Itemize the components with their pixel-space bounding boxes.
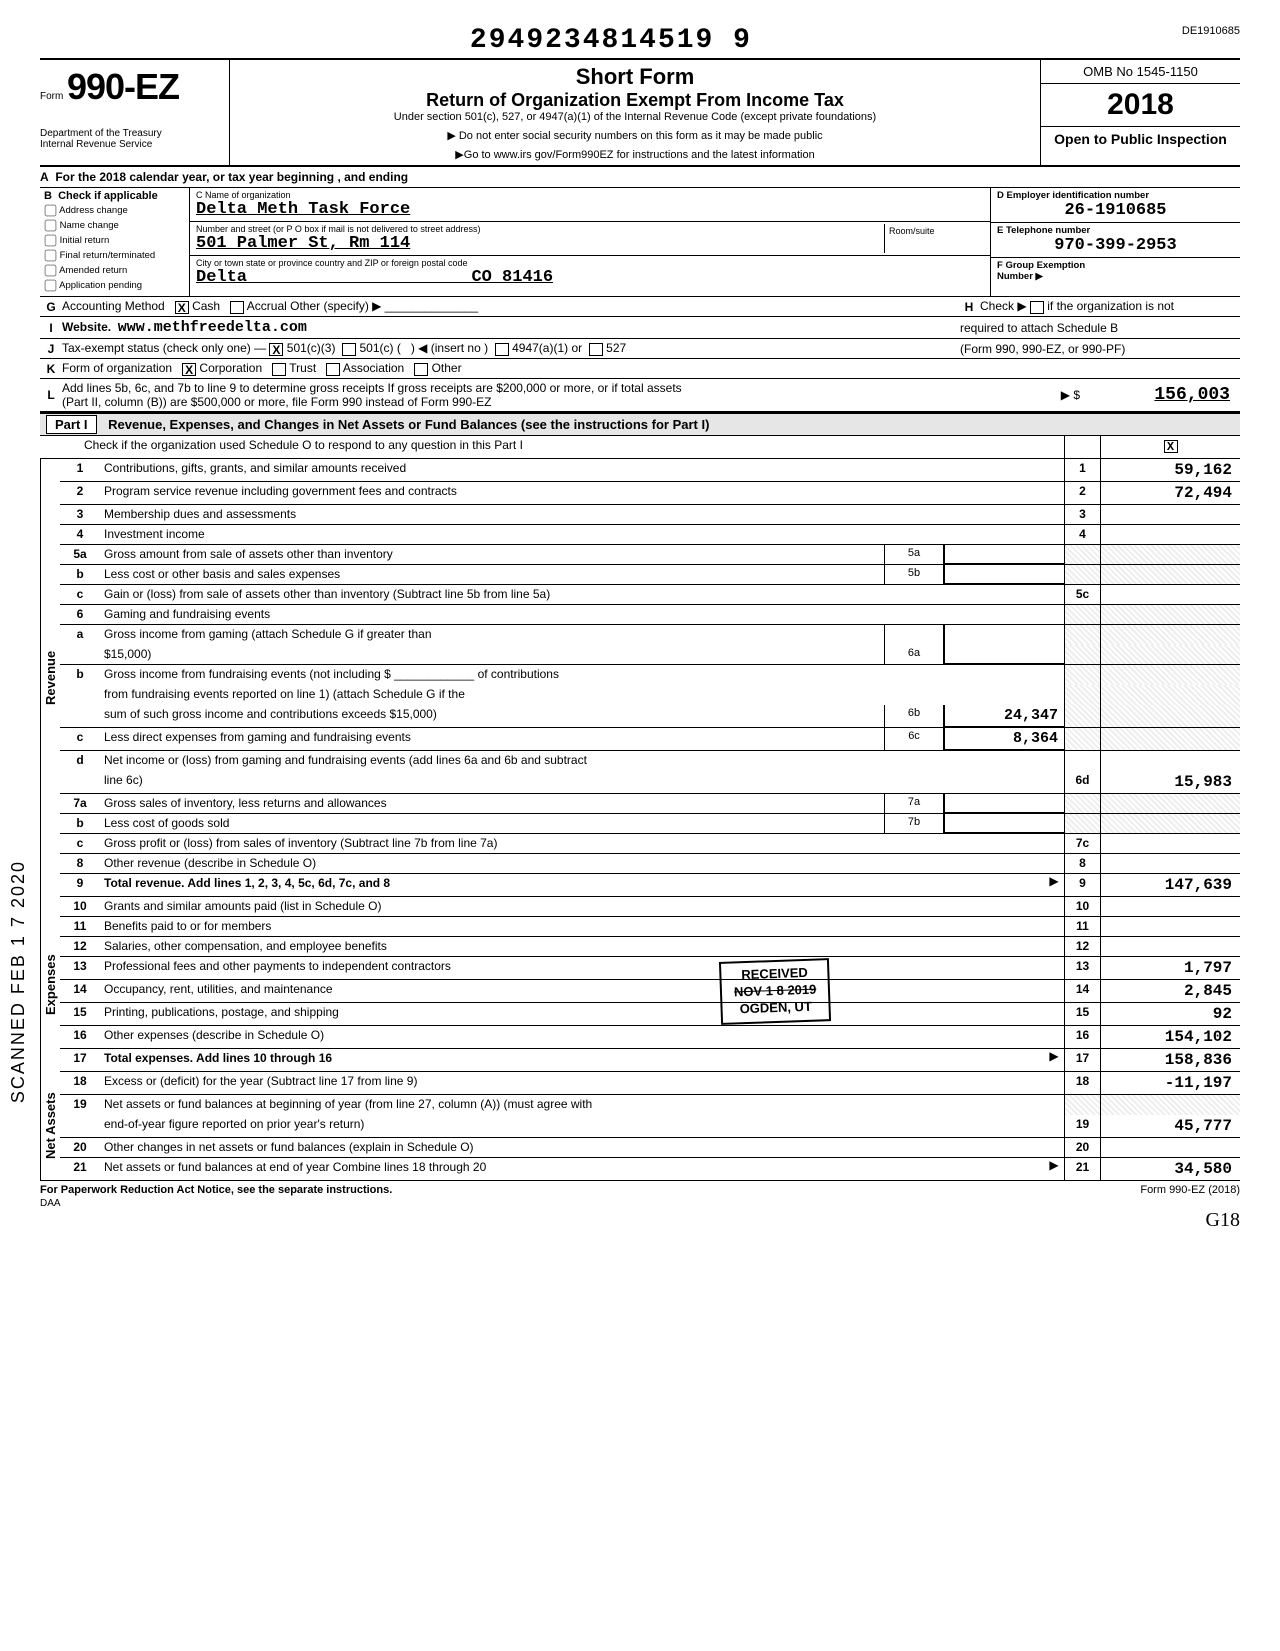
street-label: Number and street (or P O box if mail is…: [196, 224, 884, 234]
line21-amt: 34,580: [1100, 1158, 1240, 1180]
org-name-label: C Name of organization: [196, 190, 984, 200]
city-label: City or town state or province country a…: [196, 258, 984, 268]
cb-address[interactable]: Address change: [44, 204, 185, 217]
title-cell: Short Form Return of Organization Exempt…: [230, 60, 1040, 165]
form-prefix: Form: [40, 91, 63, 102]
cb-pending[interactable]: Application pending: [44, 279, 185, 292]
org-name: Delta Meth Task Force: [196, 200, 984, 219]
cb-name[interactable]: Name change: [44, 219, 185, 232]
cb-501c3[interactable]: X: [269, 343, 283, 356]
line14-amt: 2,845: [1100, 980, 1240, 1002]
line-g: G Accounting Method X Cash Accrual Other…: [40, 297, 1240, 317]
line16-amt: 154,102: [1100, 1026, 1240, 1048]
top-row: 2949234814519 9 DE1910685: [40, 25, 1240, 60]
form-id-cell: Form 990-EZ Department of the Treasury I…: [40, 60, 230, 165]
line6b-amt: 24,347: [944, 705, 1064, 727]
cb-4947[interactable]: [495, 343, 509, 356]
footer: For Paperwork Reduction Act Notice, see …: [40, 1180, 1240, 1196]
scanned-stamp: SCANNED FEB 1 7 2020: [8, 860, 29, 1103]
website-url: www.methfreedelta.com: [118, 319, 307, 336]
ssn-warning: ▶ Do not enter social security numbers o…: [238, 129, 1032, 142]
right-col-b: D Employer identification number 26-1910…: [990, 188, 1240, 296]
cb-501c[interactable]: [342, 343, 356, 356]
part1-header: Part I Revenue, Expenses, and Changes in…: [40, 413, 1240, 436]
short-form-heading: Short Form: [238, 64, 1032, 90]
handwritten-g18: G18: [40, 1209, 1240, 1232]
line-j: J Tax-exempt status (check only one) — X…: [40, 339, 1240, 359]
line19-amt: 45,777: [1100, 1115, 1240, 1137]
revenue-label: Revenue: [40, 459, 60, 897]
form-header: Form 990-EZ Department of the Treasury I…: [40, 60, 1240, 167]
open-to-public: Open to Public Inspection: [1041, 127, 1240, 151]
ein-label: D Employer identification number: [997, 190, 1234, 201]
de-number: DE1910685: [1182, 25, 1240, 37]
revenue-section: Revenue 1Contributions, gifts, grants, a…: [40, 459, 1240, 897]
line13-amt: 1,797: [1100, 957, 1240, 979]
group-ex-number: Number ▶: [997, 271, 1234, 282]
ein: 26-1910685: [997, 201, 1234, 220]
check-if-applicable: B Check if applicable Address change Nam…: [40, 188, 190, 296]
cb-assoc[interactable]: [326, 363, 340, 376]
line-k: K Form of organization X Corporation Tru…: [40, 359, 1240, 379]
cb-amended[interactable]: Amended return: [44, 264, 185, 277]
dept-irs: Internal Revenue Service: [40, 139, 219, 150]
right-boxes: OMB No 1545-1150 2018 Open to Public Ins…: [1040, 60, 1240, 165]
line15-amt: 92: [1100, 1003, 1240, 1025]
form-subtitle: Under section 501(c), 527, or 4947(a)(1)…: [238, 111, 1032, 123]
tax-year: 2018: [1041, 84, 1240, 127]
tracking-number: 2949234814519 9: [470, 25, 752, 56]
daa: DAA: [40, 1198, 1240, 1209]
line-i: I Website. www.methfreedelta.com require…: [40, 317, 1240, 339]
expenses-label: Expenses: [40, 897, 60, 1072]
form-id: 990-EZ: [67, 66, 179, 107]
cb-527[interactable]: [589, 343, 603, 356]
goto-url: ▶Go to www.irs gov/Form990EZ for instruc…: [238, 148, 1032, 161]
cb-schedule-o[interactable]: X: [1164, 440, 1178, 453]
cb-trust[interactable]: [272, 363, 286, 376]
line6c-amt: 8,364: [944, 728, 1064, 750]
room-suite: Room/suite: [884, 224, 984, 253]
cb-initial[interactable]: Initial return: [44, 234, 185, 247]
net-assets-label: Net Assets: [40, 1072, 60, 1180]
expenses-section: Expenses 10Grants and similar amounts pa…: [40, 897, 1240, 1072]
line18-amt: -11,197: [1100, 1072, 1240, 1094]
line17-amt: 158,836: [1100, 1049, 1240, 1071]
line2-amt: 72,494: [1100, 482, 1240, 504]
phone-label: E Telephone number: [997, 225, 1234, 236]
phone: 970-399-2953: [997, 236, 1234, 255]
net-assets-section: Net Assets 18Excess or (deficit) for the…: [40, 1072, 1240, 1180]
org-name-block: C Name of organization Delta Meth Task F…: [190, 188, 990, 296]
gross-receipts: 156,003: [1080, 385, 1240, 405]
form-title: Return of Organization Exempt From Incom…: [238, 90, 1032, 111]
section-b: B Check if applicable Address change Nam…: [40, 188, 1240, 297]
omb-number: OMB No 1545-1150: [1041, 60, 1240, 84]
cb-other[interactable]: [414, 363, 428, 376]
line-l: L Add lines 5b, 6c, and 7b to line 9 to …: [40, 379, 1240, 413]
line1-amt: 59,162: [1100, 459, 1240, 481]
received-stamp: RECEIVED NOV 1 8 2019 OGDEN, UT: [719, 958, 832, 1024]
street: 501 Palmer St, Rm 114: [196, 234, 884, 253]
cb-accrual[interactable]: [230, 301, 244, 314]
cb-h[interactable]: [1030, 301, 1044, 314]
group-ex-label: F Group Exemption: [997, 260, 1234, 271]
line6d-amt: 15,983: [1100, 771, 1240, 793]
line9-amt: 147,639: [1100, 874, 1240, 896]
city-state-zip: Delta CO 81416: [196, 268, 984, 287]
line-a: A For the 2018 calendar year, or tax yea…: [40, 167, 1240, 188]
cb-corp[interactable]: X: [182, 363, 196, 376]
cb-final[interactable]: Final return/terminated: [44, 249, 185, 262]
cb-cash[interactable]: X: [175, 301, 189, 314]
dept-treasury: Department of the Treasury: [40, 128, 219, 139]
part1-check: Check if the organization used Schedule …: [40, 436, 1240, 459]
